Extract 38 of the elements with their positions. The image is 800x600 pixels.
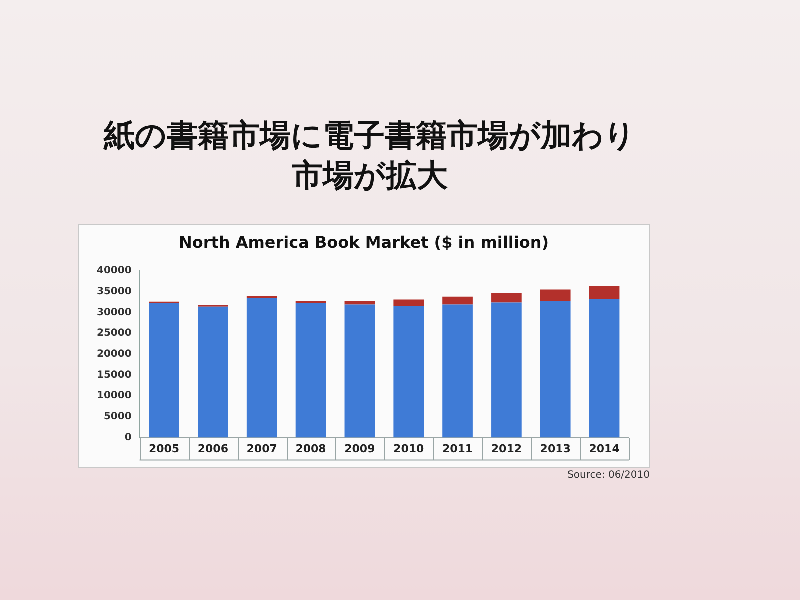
x-tick-label: 2009 [344,442,376,456]
bar [394,300,424,306]
y-tick-label: 15000 [96,370,132,381]
bar [246,298,278,438]
y-tick-label: 0 [124,432,132,444]
bar [344,301,376,305]
x-tick-label: 2014 [589,442,620,456]
x-tick-label: 2010 [394,442,425,456]
y-tick-label: 25000 [96,328,132,340]
bar [198,306,228,438]
y-tick-label: 30000 [96,307,132,318]
bar [394,306,424,438]
y-tick-label: 5000 [104,412,132,423]
x-tick-label: 2005 [148,442,180,456]
x-tick-label: 2008 [296,442,326,456]
bar [589,286,620,299]
bar [492,302,522,438]
chart-subtitle: North America Book Market ($ in million) [178,233,550,252]
bar [149,303,180,438]
y-tick-label: 40000 [96,266,132,277]
source-note: Source: 06/2010 [566,470,650,481]
bar [442,304,473,438]
bar [296,303,326,438]
bar [540,290,571,302]
y-tick-label: 35000 [96,286,132,298]
x-tick-label: 2006 [198,442,229,456]
bar [540,301,571,438]
y-tick-label: 20000 [96,348,132,360]
y-tick-label: 10000 [96,390,132,402]
bar [442,296,473,305]
chart-title: 紙の書籍市場に電子書籍市場が加わり市場が拡大 [102,117,637,196]
x-tick-label: 2007 [246,442,278,456]
x-tick-label: 2011 [442,442,474,456]
x-tick-label: 2012 [491,442,522,456]
bar [589,298,620,438]
bar [344,304,376,438]
bar [492,293,522,303]
x-tick-label: 2013 [540,442,571,456]
